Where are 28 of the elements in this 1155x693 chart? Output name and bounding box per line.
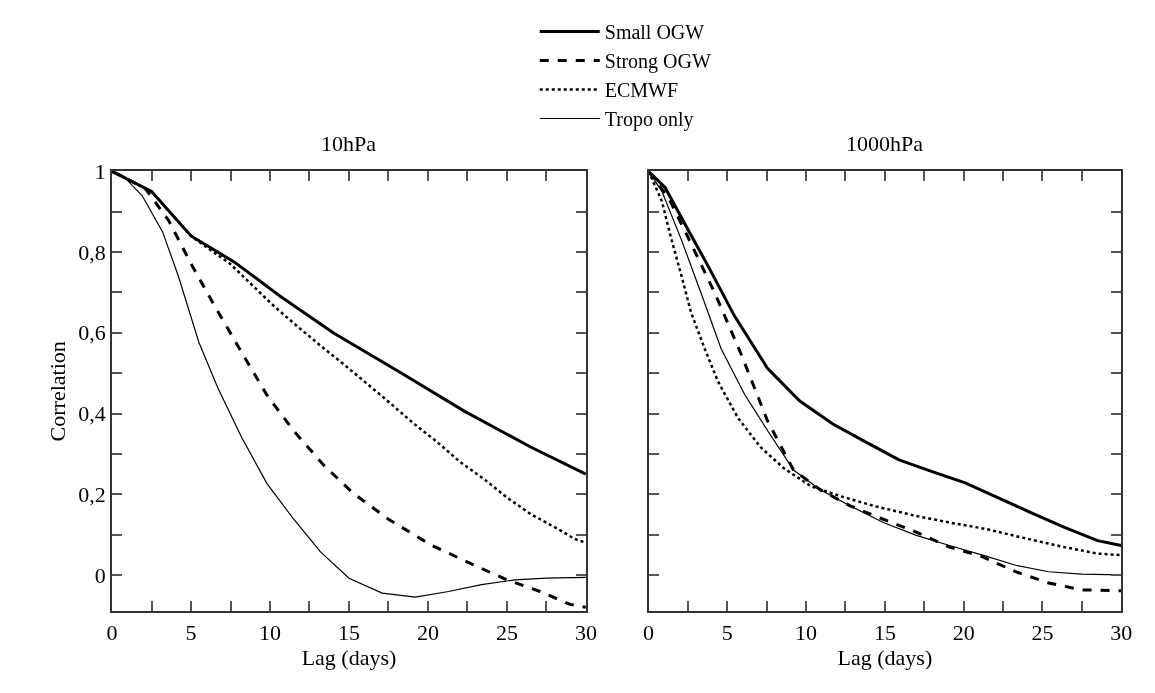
legend-label: Strong OGW xyxy=(604,50,711,74)
x-axis-title: Lag (days) xyxy=(837,644,933,670)
x-tick-label: 30 xyxy=(1110,619,1133,645)
chart-title: 1000hPa xyxy=(846,131,924,156)
x-tick-label: 10 xyxy=(259,619,282,645)
x-tick-label: 0 xyxy=(643,619,655,645)
y-tick-label: 0,8 xyxy=(78,239,106,265)
x-tick-label: 15 xyxy=(337,619,360,645)
y-tick-label: 0,4 xyxy=(78,401,106,427)
x-axis-title: Lag (days) xyxy=(301,644,397,670)
x-tick-label: 30 xyxy=(574,619,597,645)
legend-label: Tropo only xyxy=(604,108,694,132)
x-tick-label: 25 xyxy=(495,619,518,645)
x-tick-label: 10 xyxy=(795,619,818,645)
chart-title: 10hPa xyxy=(321,131,377,156)
legend-label: ECMWF xyxy=(604,79,679,102)
y-tick-label: 0,6 xyxy=(78,320,106,346)
x-tick-label: 20 xyxy=(416,619,439,645)
x-tick-label: 20 xyxy=(952,619,975,645)
x-tick-label: 5 xyxy=(185,619,197,645)
y-tick-label: 1 xyxy=(94,159,106,185)
y-axis-title: Correlation xyxy=(45,341,71,442)
y-tick-label: 0,2 xyxy=(78,481,106,507)
y-tick-label: 0 xyxy=(94,562,106,588)
x-tick-label: 15 xyxy=(873,619,896,645)
x-tick-label: 5 xyxy=(721,619,733,645)
x-tick-label: 25 xyxy=(1031,619,1054,645)
legend-label: Small OGW xyxy=(604,21,705,44)
